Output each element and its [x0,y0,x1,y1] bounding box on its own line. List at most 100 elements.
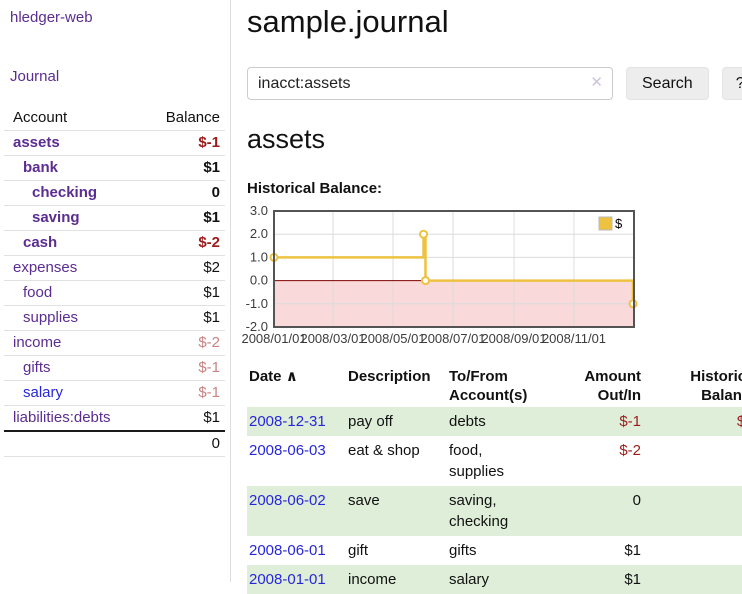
chart-title: Historical Balance: [247,180,383,197]
account-row-assets[interactable]: assets $-1 [4,130,225,156]
register-header-date[interactable]: Date ∧ [247,365,346,407]
transaction-date-link[interactable]: 2008-12-31 [249,413,326,430]
transaction-amount: $-2 [619,442,641,459]
page-title: sample.journal [247,4,449,39]
register-header-balance: Historical Balance [641,365,742,407]
help-button[interactable]: ? [721,67,742,100]
svg-text:2008/03/01: 2008/03/01 [300,331,365,346]
account-balance: $1 [203,409,220,426]
account-link[interactable]: liabilities:debts [13,409,111,426]
transaction-accounts: food, supplies [449,442,505,480]
accounts-header-balance: Balance [140,106,225,131]
accounts-total-balance: 0 [140,430,225,457]
account-row-checking[interactable]: checking 0 [4,180,225,206]
accounts-table: Account Balance assets $-1 bank $1 check… [4,106,225,457]
balance-header-line1: Historical [690,368,742,385]
account-link[interactable]: saving [32,209,80,226]
transaction-amount: $1 [624,542,641,559]
date-header-label: Date [249,368,282,385]
register-row: 2008-06-02 save saving, checking 0 $2 [247,486,742,536]
transaction-balance: $2 [641,536,742,565]
search-input[interactable] [247,67,613,100]
account-balance: $-2 [140,330,225,356]
account-link[interactable]: gifts [23,359,51,376]
search-button[interactable]: Search [626,67,709,100]
accounts-total-row: 0 [4,430,225,457]
account-link[interactable]: expenses [13,259,78,276]
account-balance: $2 [140,255,225,281]
account-link[interactable]: bank [23,159,59,176]
transaction-accounts: gifts [449,542,477,559]
account-balance: $1 [140,155,225,181]
account-link[interactable]: income [13,334,62,351]
register-table: Date ∧ Description To/From Account(s) Am… [247,365,742,594]
account-link[interactable]: salary [23,384,64,401]
account-link[interactable]: assets [13,134,60,151]
svg-text:2008/07/01: 2008/07/01 [420,331,485,346]
svg-text:0.0: 0.0 [250,273,268,288]
transaction-accounts: debts [447,407,547,436]
transaction-date-link[interactable]: 2008-06-03 [249,442,326,459]
svg-text:-2.0: -2.0 [246,319,268,334]
svg-text:$: $ [615,216,623,231]
register-header-tofrom: To/From Account(s) [447,365,547,407]
account-link[interactable]: cash [23,234,58,251]
sidebar: hledger-web Journal Account Balance asse… [0,0,231,582]
register-header-amount: Amount Out/In [547,365,641,407]
nav-journal-link[interactable]: Journal [10,68,60,85]
account-link[interactable]: checking [32,184,98,201]
account-link[interactable]: supplies [23,309,79,326]
account-balance: $-2 [140,230,225,256]
account-row-salary[interactable]: salary $-1 [4,380,225,406]
clear-search-icon[interactable]: ✕ [590,74,603,91]
svg-text:2008/09/01: 2008/09/01 [481,331,546,346]
svg-text:2008/11/01: 2008/11/01 [542,331,606,346]
transaction-description: eat & shop [348,442,420,459]
amount-header-line1: Amount [584,368,641,385]
transaction-date-link[interactable]: 2008-06-01 [249,542,326,559]
account-balance: $1 [140,305,225,331]
transaction-accounts: salary [447,565,547,594]
transaction-description: save [346,486,447,536]
transaction-description: pay off [346,407,447,436]
account-link[interactable]: food [23,284,53,301]
account-row-saving[interactable]: saving $1 [4,205,225,231]
svg-text:2008/01/01: 2008/01/01 [241,331,306,346]
register-row: 2008-01-01 income salary $1 $1 [247,565,742,594]
transaction-date-link[interactable]: 2008-06-02 [249,492,326,509]
tofrom-header-line2: Account(s) [449,387,528,404]
amount-header-line2: Out/In [597,387,641,404]
account-row-supplies[interactable]: supplies $1 [4,305,225,331]
svg-text:2.0: 2.0 [250,226,268,241]
account-row-expenses[interactable]: expenses $2 [4,255,225,281]
tofrom-header-line1: To/From [449,368,508,385]
search-box: ✕ [247,67,613,100]
account-row-cash[interactable]: cash $-2 [4,230,225,256]
accounts-header-account: Account [4,106,141,131]
transaction-balance: 0 [641,436,742,486]
account-row-gifts[interactable]: gifts $-1 [4,355,225,381]
transaction-amount: $1 [547,565,641,594]
transaction-amount: 0 [547,486,641,536]
svg-text:3.0: 3.0 [250,203,268,218]
historical-balance-chart[interactable]: 3.0 2.0 1.0 0.0 -1.0 -2.02008/01/012008/03/01… [241,203,706,354]
transaction-balance: $1 [641,565,742,594]
account-row-income[interactable]: income $-2 [4,330,225,356]
svg-text:2008/05/01: 2008/05/01 [360,331,425,346]
account-balance: $1 [140,205,225,231]
transaction-balance: $-1 [641,407,742,436]
account-row-bank[interactable]: bank $1 [4,155,225,181]
account-balance: 0 [140,180,225,206]
register-header-description: Description [348,368,431,385]
sort-ascending-icon: ∧ [285,368,298,385]
brand-link[interactable]: hledger-web [10,9,93,26]
transaction-balance: $2 [641,486,742,536]
account-heading: assets [247,124,326,154]
transaction-date-link[interactable]: 2008-01-01 [249,571,326,588]
account-row-food[interactable]: food $1 [4,280,225,306]
account-balance: $1 [140,280,225,306]
account-row-liabilities-debts[interactable]: liabilities:debts $1 [4,406,225,432]
account-balance: $-1 [140,380,225,406]
register-row: 2008-12-31 pay off debts $-1 $-1 [247,407,742,436]
